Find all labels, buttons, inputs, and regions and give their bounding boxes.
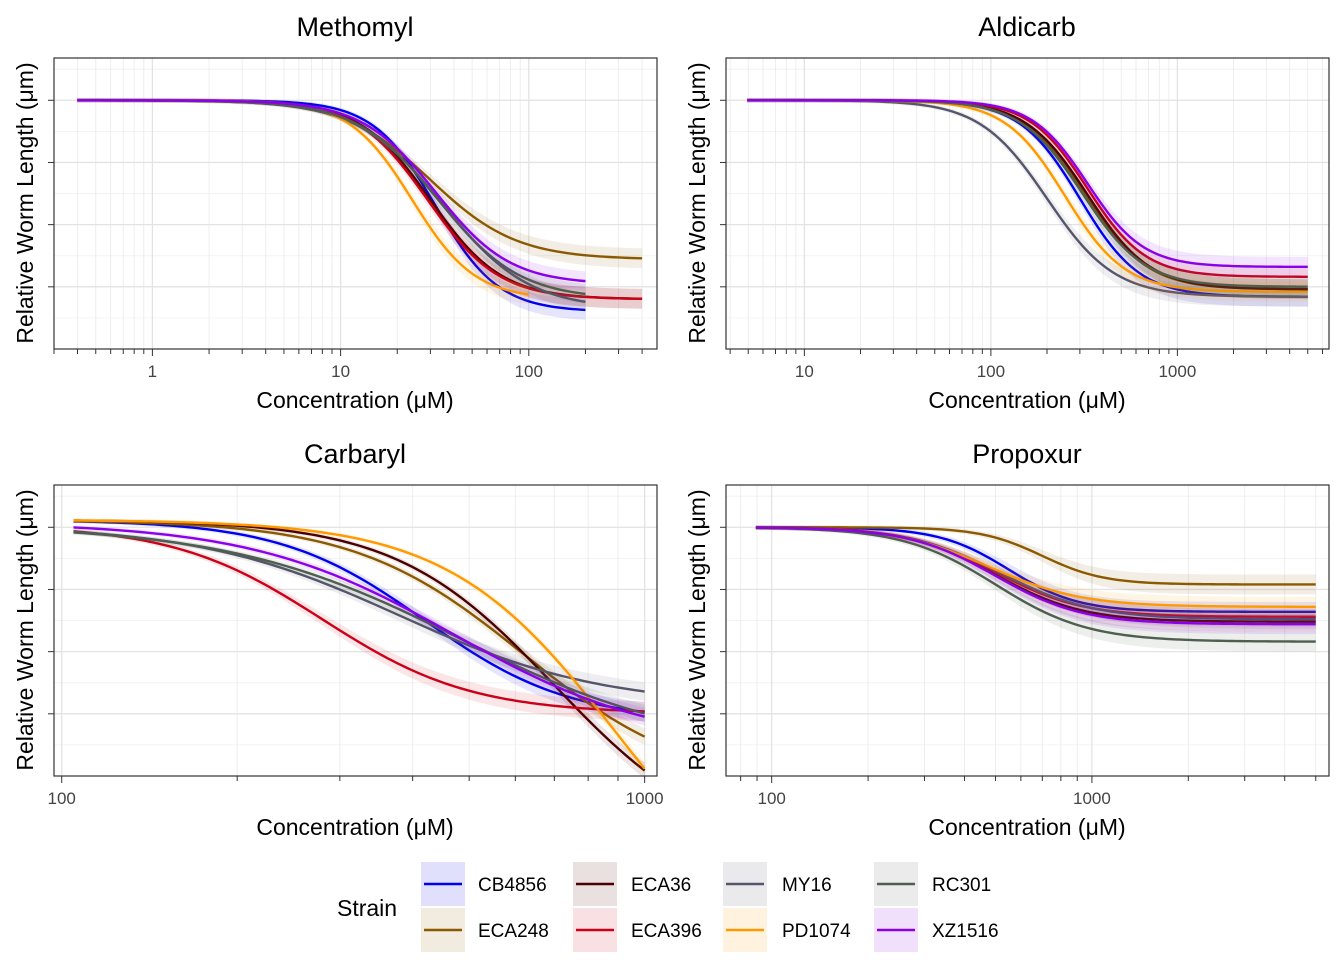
panel-title: Methomyl <box>296 12 413 42</box>
y-axis-label: Relative Worm Length (μm) <box>12 62 38 343</box>
y-axis-label: Relative Worm Length (μm) <box>684 62 710 343</box>
legend-title: Strain <box>337 895 397 921</box>
panel-title: Aldicarb <box>978 12 1076 42</box>
x-tick-label: 1000 <box>1158 362 1196 381</box>
ci-ribbon-ECA396 <box>747 98 1308 287</box>
x-tick-label: 100 <box>977 362 1005 381</box>
x-tick-label: 100 <box>515 362 543 381</box>
x-tick-label: 100 <box>48 789 76 808</box>
panel-border <box>725 57 1330 350</box>
x-tick-label: 100 <box>757 789 785 808</box>
x-axis-label: Concentration (μM) <box>256 387 453 413</box>
ci-ribbon-XZ1516 <box>747 98 1308 277</box>
ci-ribbon-MY16 <box>77 98 586 312</box>
ci-ribbon-ECA396 <box>77 98 643 309</box>
ci-ribbon-CB4856 <box>77 98 586 320</box>
panel-carbaryl: Carbaryl 100 1000 Concentration (μM) Rela… <box>12 439 664 840</box>
curve-ECA396 <box>73 530 645 713</box>
legend: Strain CB4856 ECA248 ECA36 ECA396 MY16 PD1074… <box>337 862 999 952</box>
ci-ribbon-RC301 <box>73 530 645 723</box>
curve-XZ1516 <box>755 526 1316 626</box>
panel-background <box>726 485 1329 776</box>
x-tick-label: 1 <box>148 362 157 381</box>
y-axis-label: Relative Worm Length (μm) <box>12 489 38 770</box>
curve-XZ1516 <box>73 526 645 718</box>
x-tick-label: 1000 <box>626 789 664 808</box>
plot-area: 100 1000 <box>720 484 1330 808</box>
curve-CB4856 <box>73 520 645 714</box>
ci-ribbon-RC301 <box>747 98 1308 297</box>
curve-XZ1516 <box>747 99 1308 269</box>
x-tick-label: 10 <box>331 362 350 381</box>
ci-ribbon-ECA248 <box>755 525 1316 595</box>
x-axis-label: Concentration (μM) <box>928 814 1125 840</box>
panel-title: Propoxur <box>972 439 1082 469</box>
legend-label-CB4856: CB4856 <box>478 875 547 896</box>
legend-label-ECA36: ECA36 <box>631 875 691 896</box>
legend-label-PD1074: PD1074 <box>782 921 851 942</box>
y-axis-label: Relative Worm Length (μm) <box>684 489 710 770</box>
x-axis-label: Concentration (μM) <box>256 814 453 840</box>
x-tick-label: 1000 <box>1073 789 1111 808</box>
ci-ribbon-ECA36 <box>77 98 643 309</box>
panel-propoxur: Propoxur 100 1000 Concentration (μM) Rela… <box>684 439 1330 840</box>
panel-background <box>54 485 657 776</box>
legend-label-MY16: MY16 <box>782 875 832 896</box>
legend-label-RC301: RC301 <box>932 875 991 896</box>
legend-label-ECA396: ECA396 <box>631 921 702 942</box>
ci-ribbon-XZ1516 <box>73 525 645 726</box>
panel-border <box>53 484 658 777</box>
panel-background <box>54 58 657 349</box>
ci-ribbon-PD1074 <box>77 98 529 305</box>
ci-ribbon-RC301 <box>755 525 1316 652</box>
plot-area: 1 10 100 <box>48 57 658 381</box>
ci-ribbon-ECA248 <box>77 98 643 269</box>
legend-label-ECA248: ECA248 <box>478 921 549 942</box>
ci-ribbon-ECA248 <box>747 98 1308 300</box>
legend-label-XZ1516: XZ1516 <box>932 921 999 942</box>
curve-XZ1516 <box>77 99 586 283</box>
panel-border <box>725 484 1330 777</box>
panel-methomyl: Methomyl 1 10 100 Concentration (μM) Relat… <box>12 12 658 413</box>
ci-ribbon-ECA36 <box>747 98 1308 300</box>
curve-PD1074 <box>73 519 646 770</box>
curve-ECA248 <box>755 526 1316 586</box>
panel-background <box>726 58 1329 349</box>
curve-RC301 <box>73 531 645 715</box>
x-axis-label: Concentration (μM) <box>928 387 1125 413</box>
curve-ECA248 <box>73 519 646 738</box>
panel-aldicarb: Aldicarb 10 100 1000 Concentration (μM) Re… <box>684 12 1330 413</box>
panel-border <box>53 57 658 350</box>
plot-area: 100 1000 <box>48 484 664 808</box>
plot-area: 10 100 1000 <box>720 57 1330 381</box>
curve-RC301 <box>755 526 1316 643</box>
x-tick-label: 10 <box>795 362 814 381</box>
ci-ribbon-CB4856 <box>73 519 645 722</box>
panel-title: Carbaryl <box>304 439 406 469</box>
ci-ribbon-ECA396 <box>73 528 645 722</box>
